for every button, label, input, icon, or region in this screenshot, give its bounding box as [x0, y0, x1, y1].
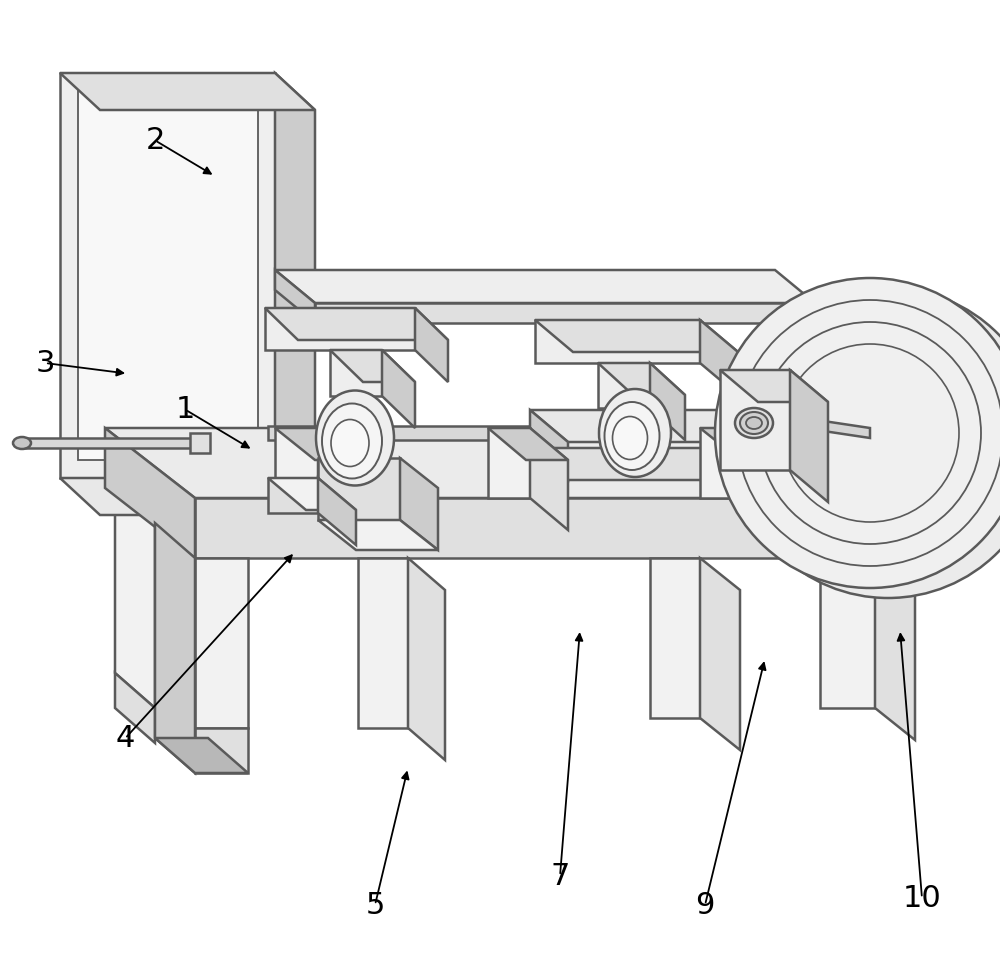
Ellipse shape [599, 389, 671, 477]
Ellipse shape [715, 278, 1000, 588]
Polygon shape [60, 73, 315, 110]
Polygon shape [382, 350, 415, 428]
Polygon shape [265, 308, 415, 350]
Polygon shape [700, 428, 740, 498]
Polygon shape [268, 426, 775, 440]
Polygon shape [275, 428, 318, 498]
Polygon shape [318, 458, 400, 520]
Polygon shape [195, 728, 248, 773]
Polygon shape [115, 673, 155, 743]
Text: 1: 1 [175, 395, 195, 424]
Polygon shape [275, 270, 815, 303]
Polygon shape [275, 73, 315, 515]
Polygon shape [20, 438, 200, 448]
Polygon shape [720, 410, 758, 480]
Polygon shape [60, 73, 275, 478]
Polygon shape [790, 370, 828, 502]
Polygon shape [535, 320, 700, 363]
Polygon shape [400, 458, 438, 550]
Text: 4: 4 [115, 724, 135, 753]
Text: 10: 10 [903, 884, 941, 913]
Ellipse shape [746, 417, 762, 429]
Polygon shape [60, 478, 315, 515]
Polygon shape [105, 428, 960, 498]
Ellipse shape [316, 390, 394, 486]
Polygon shape [155, 523, 195, 773]
Ellipse shape [740, 412, 768, 434]
Polygon shape [315, 303, 815, 323]
Polygon shape [318, 520, 438, 550]
Polygon shape [488, 428, 530, 498]
Ellipse shape [13, 437, 31, 449]
Polygon shape [720, 370, 828, 402]
Polygon shape [115, 478, 155, 708]
Polygon shape [318, 478, 356, 545]
Polygon shape [720, 370, 790, 470]
Polygon shape [195, 498, 960, 558]
Text: 5: 5 [365, 891, 385, 920]
Polygon shape [330, 350, 415, 382]
Text: 9: 9 [695, 891, 715, 920]
Ellipse shape [322, 404, 382, 478]
Polygon shape [598, 363, 685, 395]
Text: 2: 2 [145, 126, 165, 155]
Polygon shape [530, 428, 568, 530]
Ellipse shape [612, 416, 648, 460]
Polygon shape [190, 433, 210, 453]
Polygon shape [535, 320, 738, 352]
Polygon shape [700, 320, 738, 395]
Polygon shape [268, 478, 356, 510]
Polygon shape [415, 308, 448, 382]
Polygon shape [875, 558, 915, 740]
Polygon shape [155, 738, 248, 773]
Polygon shape [650, 558, 700, 718]
Polygon shape [330, 350, 382, 396]
Ellipse shape [735, 408, 773, 438]
Text: 7: 7 [550, 862, 570, 891]
Polygon shape [650, 363, 685, 440]
Polygon shape [820, 558, 875, 708]
Polygon shape [268, 478, 318, 513]
Polygon shape [318, 428, 358, 530]
Polygon shape [105, 428, 195, 558]
Polygon shape [275, 428, 358, 460]
Polygon shape [530, 410, 758, 442]
Ellipse shape [331, 419, 369, 467]
Polygon shape [700, 558, 740, 750]
Polygon shape [275, 270, 315, 323]
Polygon shape [358, 558, 408, 728]
Ellipse shape [604, 402, 660, 470]
Polygon shape [740, 428, 780, 530]
Polygon shape [530, 410, 568, 480]
Polygon shape [408, 558, 445, 760]
Polygon shape [530, 448, 758, 480]
Polygon shape [78, 90, 258, 460]
Polygon shape [598, 363, 650, 408]
Polygon shape [195, 558, 248, 728]
Text: 3: 3 [35, 348, 55, 378]
Polygon shape [265, 308, 448, 340]
Polygon shape [700, 428, 780, 460]
Polygon shape [790, 416, 870, 438]
Ellipse shape [733, 288, 1000, 598]
Polygon shape [488, 428, 568, 460]
